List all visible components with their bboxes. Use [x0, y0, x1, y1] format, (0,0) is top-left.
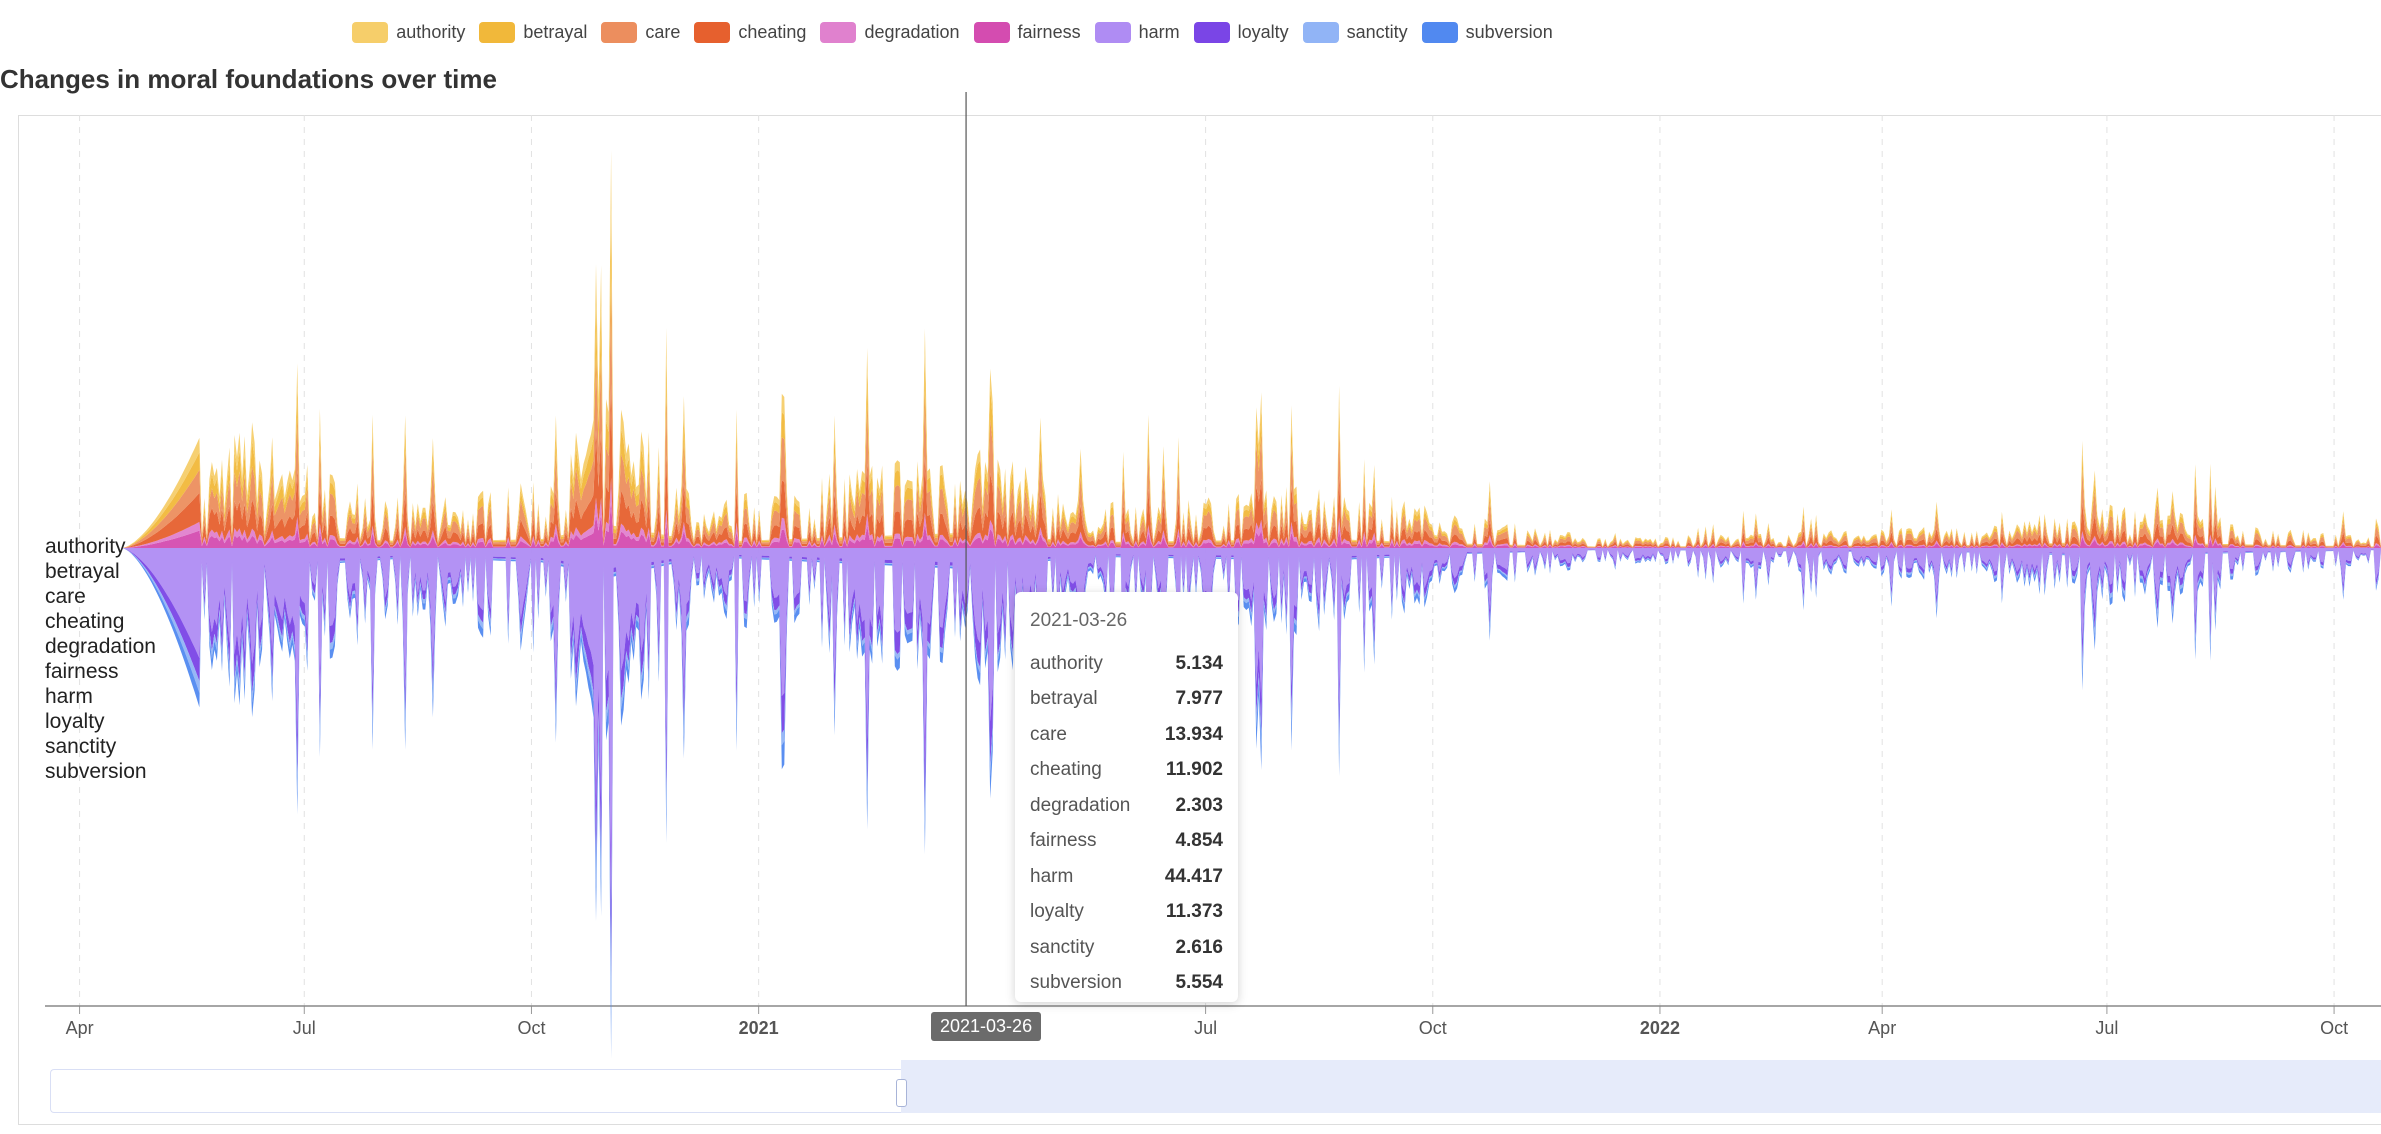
- series-label-betrayal: betrayal: [45, 560, 120, 583]
- tooltip-row-harm: harm 44.417: [1030, 859, 1223, 895]
- legend-label: authority: [396, 22, 466, 42]
- tooltip-row-value: 2.616: [1175, 936, 1223, 958]
- series-label-authority: authority: [45, 535, 126, 558]
- tooltip-row-name: loyalty: [1030, 901, 1084, 923]
- series-labels: authority betrayal care cheating degradation…: [45, 534, 156, 784]
- zoom-slider[interactable]: [50, 1060, 2381, 1113]
- legend-label: subversion: [1465, 22, 1553, 42]
- legend-item-fairness[interactable]: fairness: [973, 22, 1081, 43]
- series-label-subversion: subversion: [45, 760, 147, 783]
- legend-label: cheating: [738, 22, 807, 42]
- series-label-fairness: fairness: [45, 660, 119, 683]
- tooltip-row-name: cheating: [1030, 759, 1102, 781]
- legend-item-care[interactable]: care: [601, 22, 680, 43]
- legend-label: sanctity: [1346, 22, 1408, 42]
- legend-item-degradation[interactable]: degradation: [820, 22, 960, 43]
- x-tick-label: 2022: [1640, 1018, 1680, 1038]
- tooltip-row-sanctity: sanctity 2.616: [1030, 930, 1223, 966]
- tooltip-row-name: betrayal: [1030, 688, 1098, 710]
- legend-label: fairness: [1017, 22, 1081, 42]
- tooltip-row-value: 2.303: [1175, 794, 1223, 816]
- tooltip: 2021-03-26 authority 5.134 betrayal 7.977 ca…: [1015, 592, 1238, 1002]
- zoom-handle[interactable]: [896, 1079, 907, 1107]
- tooltip-row-name: degradation: [1030, 794, 1131, 816]
- series-area-sanctity: [121, 548, 2381, 1012]
- tooltip-row-care: care 13.934: [1030, 717, 1223, 753]
- series-area-authority: [121, 150, 2381, 548]
- tooltip-row-value: 4.854: [1175, 830, 1223, 852]
- tooltip-row-name: fairness: [1030, 830, 1097, 852]
- series-label-loyalty: loyalty: [45, 710, 105, 733]
- tooltip-row-value: 11.902: [1165, 759, 1223, 781]
- legend-label: betrayal: [523, 22, 588, 42]
- tooltip-row-authority: authority 5.134: [1030, 646, 1223, 682]
- legend-swatch: [1094, 22, 1131, 43]
- legend-item-subversion[interactable]: subversion: [1421, 22, 1553, 43]
- x-tick-label: Oct: [1419, 1018, 1447, 1038]
- tooltip-row-name: subversion: [1030, 972, 1122, 994]
- x-tick-label: Oct: [517, 1018, 545, 1038]
- legend-item-betrayal[interactable]: betrayal: [479, 22, 587, 43]
- legend-item-harm[interactable]: harm: [1094, 22, 1180, 43]
- x-tick-label: Apr: [66, 1018, 94, 1038]
- series-label-harm: harm: [45, 685, 93, 708]
- x-tick-label: Jul: [1194, 1018, 1217, 1038]
- tooltip-row-value: 11.373: [1165, 901, 1223, 923]
- series-area-betrayal: [121, 208, 2381, 548]
- tooltip-row-name: authority: [1030, 652, 1103, 674]
- tooltip-row-name: care: [1030, 723, 1067, 745]
- chart-title: Changes in moral foundations over time: [0, 64, 497, 94]
- tooltip-row-name: harm: [1030, 865, 1074, 887]
- tooltip-row-value: 13.934: [1164, 723, 1223, 745]
- legend-swatch: [1421, 22, 1458, 43]
- tooltip-row-value: 44.417: [1164, 865, 1223, 887]
- legend-swatch: [973, 22, 1010, 43]
- legend-swatch: [1193, 22, 1230, 43]
- tooltip-row-value: 5.134: [1175, 652, 1223, 674]
- tooltip-row-loyalty: loyalty 11.373: [1030, 895, 1223, 931]
- legend-swatch: [694, 22, 731, 43]
- legend-label: care: [645, 22, 681, 42]
- legend-item-loyalty[interactable]: loyalty: [1193, 22, 1289, 43]
- tooltip-row-fairness: fairness 4.854: [1030, 824, 1223, 860]
- legend-swatch: [820, 22, 857, 43]
- series-area-subversion: [121, 548, 2381, 1059]
- tooltip-row-name: sanctity: [1030, 936, 1095, 958]
- series-label-care: care: [45, 585, 86, 608]
- zoom-selected-range[interactable]: [901, 1060, 2381, 1113]
- series-area-harm: [121, 548, 2381, 900]
- tooltip-row-value: 5.554: [1175, 972, 1223, 994]
- series-label-sanctity: sanctity: [45, 735, 117, 758]
- series-label-cheating: cheating: [45, 610, 125, 633]
- legend-swatch: [1302, 22, 1339, 43]
- x-tick-label: 2021: [739, 1018, 779, 1038]
- tooltip-row-cheating: cheating 11.902: [1030, 753, 1223, 789]
- legend: authority betrayal care cheating degradation…: [0, 22, 1905, 43]
- legend-label: loyalty: [1237, 22, 1289, 42]
- tooltip-row-subversion: subversion 5.554: [1030, 966, 1223, 1002]
- x-tick-label: Apr: [1868, 1018, 1896, 1038]
- legend-swatch: [601, 22, 638, 43]
- legend-swatch: [479, 22, 516, 43]
- x-tick-label: Oct: [2320, 1018, 2348, 1038]
- legend-label: harm: [1138, 22, 1180, 42]
- legend-item-cheating[interactable]: cheating: [694, 22, 806, 43]
- legend-item-authority[interactable]: authority: [352, 22, 465, 43]
- tooltip-row-degradation: degradation 2.303: [1030, 788, 1223, 824]
- series-label-degradation: degradation: [45, 635, 156, 658]
- x-tick-label: Jul: [2095, 1018, 2118, 1038]
- tooltip-row-betrayal: betrayal 7.977: [1030, 682, 1223, 718]
- tooltip-row-value: 7.977: [1175, 688, 1223, 710]
- legend-label: degradation: [864, 22, 960, 42]
- crosshair-date-label: 2021-03-26: [931, 1012, 1042, 1041]
- x-tick-label: Jul: [293, 1018, 316, 1038]
- chart-frame: [18, 115, 2381, 1125]
- legend-item-sanctity[interactable]: sanctity: [1302, 22, 1408, 43]
- tooltip-date: 2021-03-26: [1030, 610, 1128, 631]
- series-area-care: [121, 278, 2381, 548]
- legend-swatch: [352, 22, 389, 43]
